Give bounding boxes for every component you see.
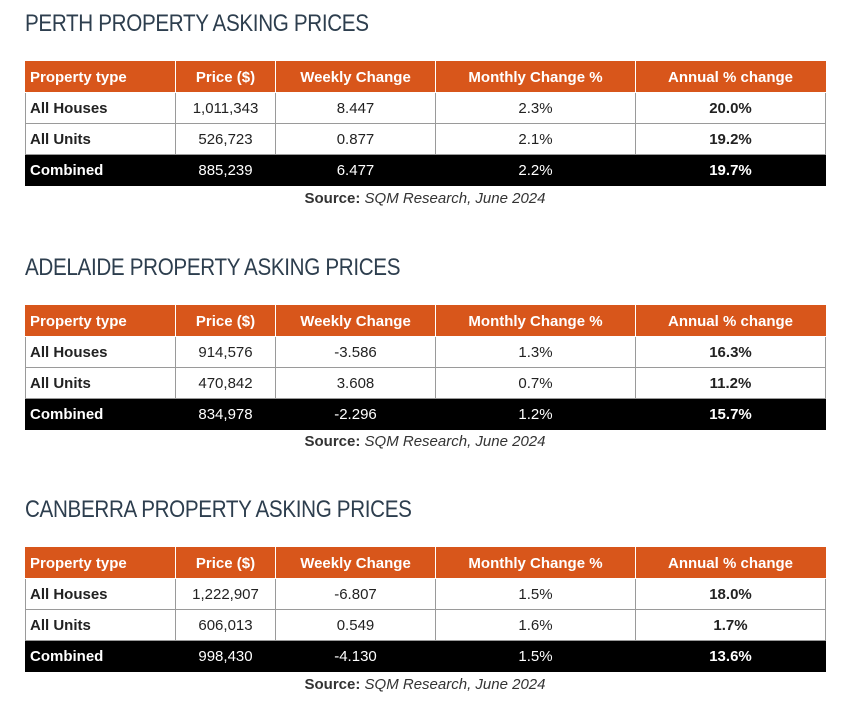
column-header-annual-change: Annual % change [635, 305, 826, 337]
source-note: Source: SQM Research, June 2024 [25, 676, 825, 693]
annual-change-cell: 19.2% [635, 123, 826, 155]
weekly-change-cell: 0.877 [275, 123, 436, 155]
annual-change-cell: 13.6% [635, 640, 826, 672]
price-cell: 1,011,343 [175, 92, 276, 124]
monthly-change-cell: 2.2% [435, 154, 636, 186]
column-header-weekly-change: Weekly Change [275, 61, 436, 93]
table-row: All Units 606,013 0.549 1.6% 1.7% [25, 609, 826, 641]
source-note: Source: SQM Research, June 2024 [25, 433, 825, 450]
source-text: SQM Research, June 2024 [364, 433, 546, 450]
weekly-change-cell: 3.608 [275, 367, 436, 399]
weekly-change-cell: 6.477 [275, 154, 436, 186]
column-header-annual-change: Annual % change [635, 61, 826, 93]
weekly-change-cell: -6.807 [275, 578, 436, 610]
table-row: All Houses 1,222,907 -6.807 1.5% 18.0% [25, 578, 826, 610]
column-header-property-type: Property type [25, 61, 176, 93]
property-type-cell: Combined [25, 640, 176, 672]
monthly-change-cell: 2.1% [435, 123, 636, 155]
price-cell: 1,222,907 [175, 578, 276, 610]
price-cell: 834,978 [175, 398, 276, 430]
table-row: All Houses 1,011,343 8.447 2.3% 20.0% [25, 92, 826, 124]
canberra-price-table: Property type Price ($) Weekly Change Mo… [25, 547, 826, 672]
monthly-change-cell: 1.6% [435, 609, 636, 641]
column-header-weekly-change: Weekly Change [275, 547, 436, 579]
table-row: All Units 470,842 3.608 0.7% 11.2% [25, 367, 826, 399]
column-header-weekly-change: Weekly Change [275, 305, 436, 337]
weekly-change-cell: -2.296 [275, 398, 436, 430]
property-type-cell: All Houses [25, 92, 176, 124]
price-cell: 606,013 [175, 609, 276, 641]
section-title: CANBERRA PROPERTY ASKING PRICES [25, 496, 412, 523]
annual-change-cell: 1.7% [635, 609, 826, 641]
source-note: Source: SQM Research, June 2024 [25, 190, 825, 207]
price-cell: 885,239 [175, 154, 276, 186]
annual-change-cell: 16.3% [635, 336, 826, 368]
column-header-price: Price ($) [175, 547, 276, 579]
monthly-change-cell: 1.5% [435, 578, 636, 610]
column-header-monthly-change: Monthly Change % [435, 547, 636, 579]
monthly-change-cell: 1.3% [435, 336, 636, 368]
monthly-change-cell: 1.5% [435, 640, 636, 672]
price-cell: 914,576 [175, 336, 276, 368]
weekly-change-cell: -3.586 [275, 336, 436, 368]
perth-price-table: Property type Price ($) Weekly Change Mo… [25, 61, 826, 186]
price-cell: 526,723 [175, 123, 276, 155]
column-header-price: Price ($) [175, 305, 276, 337]
column-header-price: Price ($) [175, 61, 276, 93]
column-header-annual-change: Annual % change [635, 547, 826, 579]
price-cell: 998,430 [175, 640, 276, 672]
property-type-cell: All Units [25, 367, 176, 399]
property-type-cell: All Units [25, 123, 176, 155]
column-header-monthly-change: Monthly Change % [435, 305, 636, 337]
annual-change-cell: 15.7% [635, 398, 826, 430]
table-row: All Units 526,723 0.877 2.1% 19.2% [25, 123, 826, 155]
property-type-cell: Combined [25, 154, 176, 186]
weekly-change-cell: 0.549 [275, 609, 436, 641]
property-type-cell: All Houses [25, 336, 176, 368]
table-row: All Houses 914,576 -3.586 1.3% 16.3% [25, 336, 826, 368]
table-header-row: Property type Price ($) Weekly Change Mo… [25, 61, 826, 93]
source-text: SQM Research, June 2024 [364, 676, 546, 693]
price-cell: 470,842 [175, 367, 276, 399]
property-type-cell: Combined [25, 398, 176, 430]
table-header-row: Property type Price ($) Weekly Change Mo… [25, 547, 826, 579]
combined-row: Combined 834,978 -2.296 1.2% 15.7% [25, 398, 826, 430]
table-header-row: Property type Price ($) Weekly Change Mo… [25, 305, 826, 337]
source-text: SQM Research, June 2024 [364, 190, 546, 207]
weekly-change-cell: -4.130 [275, 640, 436, 672]
column-header-property-type: Property type [25, 305, 176, 337]
property-type-cell: All Units [25, 609, 176, 641]
annual-change-cell: 18.0% [635, 578, 826, 610]
annual-change-cell: 11.2% [635, 367, 826, 399]
column-header-property-type: Property type [25, 547, 176, 579]
source-label: Source: [304, 190, 361, 207]
source-label: Source: [304, 433, 361, 450]
monthly-change-cell: 0.7% [435, 367, 636, 399]
property-type-cell: All Houses [25, 578, 176, 610]
weekly-change-cell: 8.447 [275, 92, 436, 124]
section-title: ADELAIDE PROPERTY ASKING PRICES [25, 254, 401, 281]
combined-row: Combined 885,239 6.477 2.2% 19.7% [25, 154, 826, 186]
section-title: PERTH PROPERTY ASKING PRICES [25, 10, 369, 37]
annual-change-cell: 20.0% [635, 92, 826, 124]
adelaide-price-table: Property type Price ($) Weekly Change Mo… [25, 305, 826, 430]
column-header-monthly-change: Monthly Change % [435, 61, 636, 93]
source-label: Source: [304, 676, 361, 693]
monthly-change-cell: 2.3% [435, 92, 636, 124]
annual-change-cell: 19.7% [635, 154, 826, 186]
monthly-change-cell: 1.2% [435, 398, 636, 430]
combined-row: Combined 998,430 -4.130 1.5% 13.6% [25, 640, 826, 672]
